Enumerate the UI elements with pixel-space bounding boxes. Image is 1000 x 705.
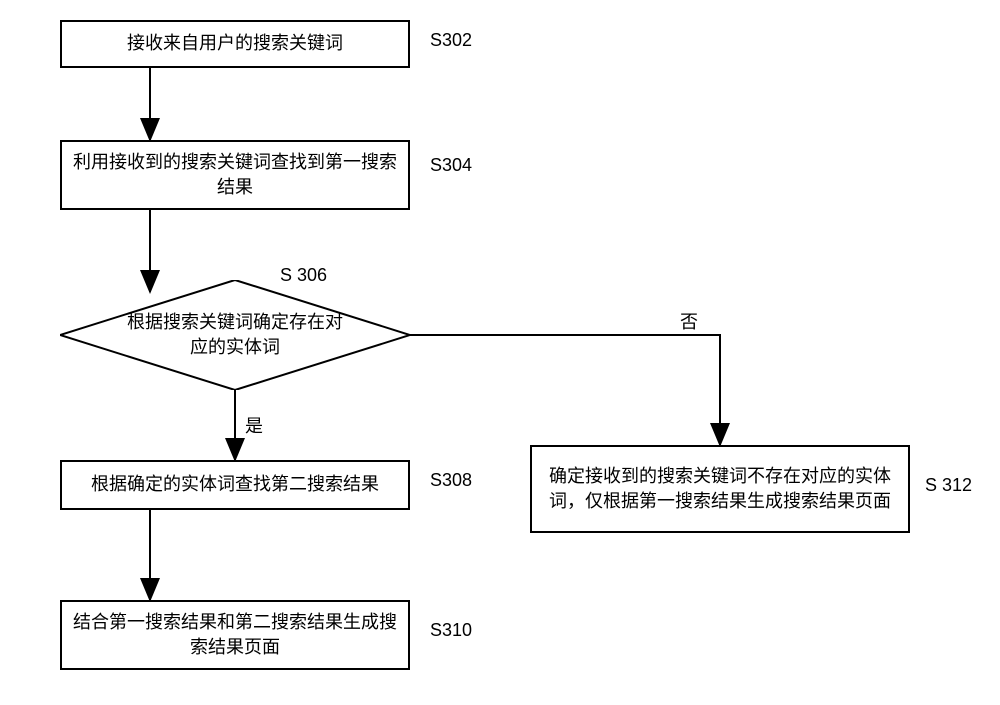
box2-text: 利用接收到的搜索关键词查找到第一搜索结果: [72, 150, 398, 200]
box5-text: 确定接收到的搜索关键词不存在对应的实体词，仅根据第一搜索结果生成搜索结果页面: [542, 464, 898, 514]
box1-text: 接收来自用户的搜索关键词: [127, 31, 343, 56]
box3-text: 根据确定的实体词查找第二搜索结果: [91, 472, 379, 497]
process-box-2: 利用接收到的搜索关键词查找到第一搜索结果: [60, 140, 410, 210]
process-box-5: 确定接收到的搜索关键词不存在对应的实体词，仅根据第一搜索结果生成搜索结果页面: [530, 445, 910, 533]
diamond-text: 根据搜索关键词确定存在对应的实体词: [125, 310, 345, 360]
step-label-s304: S304: [430, 155, 472, 176]
step-label-s306: S 306: [280, 265, 327, 286]
process-box-3: 根据确定的实体词查找第二搜索结果: [60, 460, 410, 510]
step-label-s302: S302: [430, 30, 472, 51]
step-label-s310: S310: [430, 620, 472, 641]
edge-label-yes: 是: [245, 412, 263, 438]
edge-label-no: 否: [680, 308, 698, 334]
flowchart-canvas: 接收来自用户的搜索关键词 S302 利用接收到的搜索关键词查找到第一搜索结果 S…: [0, 0, 1000, 705]
decision-diamond: 根据搜索关键词确定存在对应的实体词: [60, 280, 410, 390]
process-box-1: 接收来自用户的搜索关键词: [60, 20, 410, 68]
step-label-s308: S308: [430, 470, 472, 491]
step-label-s312: S 312: [925, 475, 972, 496]
process-box-4: 结合第一搜索结果和第二搜索结果生成搜索结果页面: [60, 600, 410, 670]
box4-text: 结合第一搜索结果和第二搜索结果生成搜索结果页面: [72, 610, 398, 660]
